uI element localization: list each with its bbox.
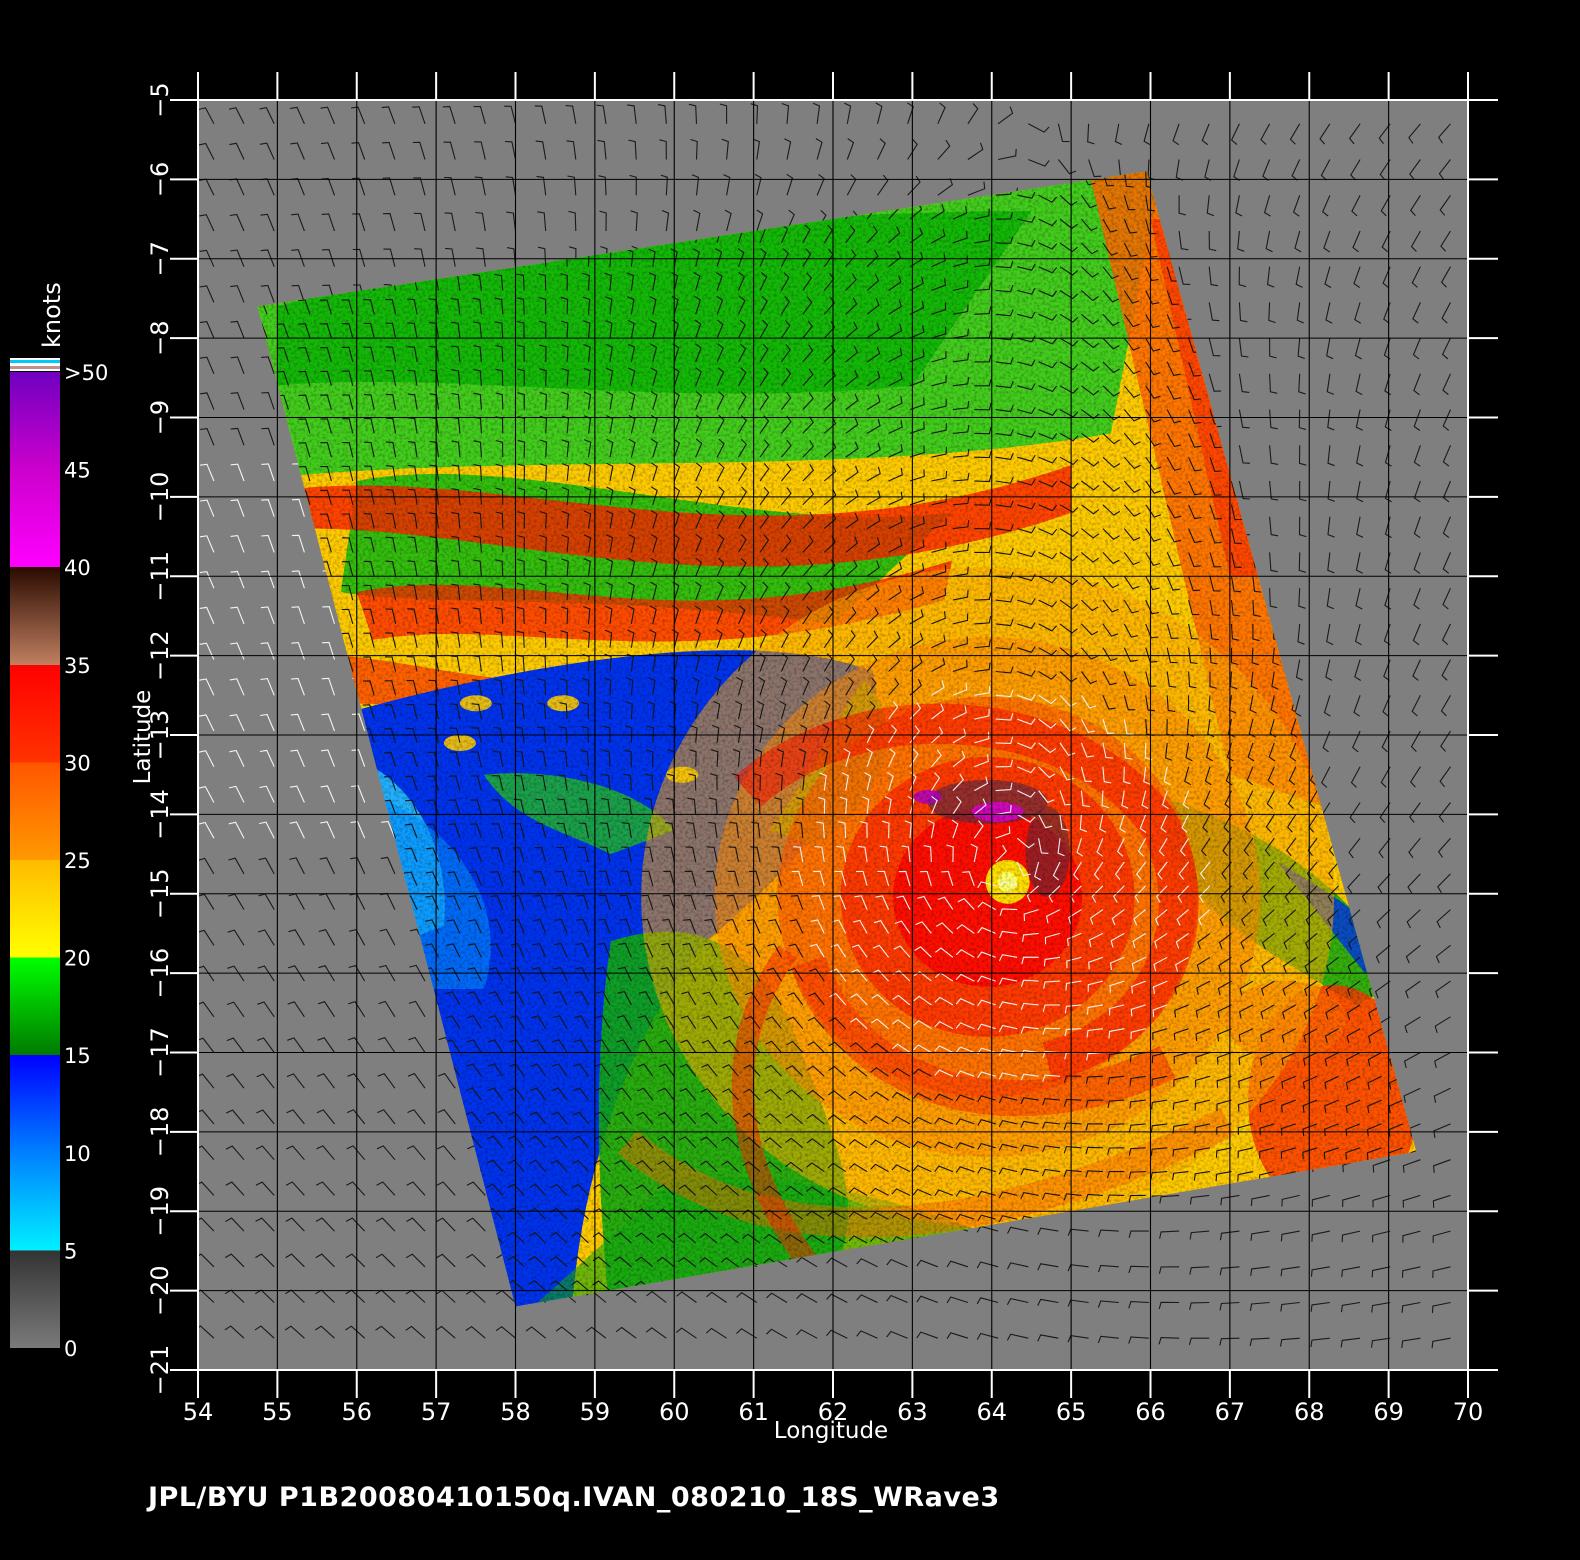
colorbar-units-label: knots (38, 282, 66, 348)
x-tick-label: 58 (500, 1398, 531, 1426)
x-tick-label: 69 (1373, 1398, 1404, 1426)
y-axis-ticks (170, 99, 1498, 1371)
y-tick-label: −9 (146, 400, 174, 435)
y-tick-label: −16 (146, 948, 174, 999)
y-tick-label: −11 (146, 551, 174, 602)
y-tick-label: −13 (146, 710, 174, 761)
colorbar-cap (10, 358, 60, 371)
y-tick-label: −10 (146, 472, 174, 523)
y-axis-label: Latitude (130, 690, 156, 785)
x-tick-label: 59 (580, 1398, 611, 1426)
colorbar: >50 45 40 35 30 25 20 15 10 5 0 knots (10, 282, 108, 1361)
y-tick-label: −12 (146, 630, 174, 681)
y-tick-label: −17 (146, 1027, 174, 1078)
colorbar-gradient (10, 372, 60, 1348)
colorbar-tick-label: 25 (64, 849, 91, 873)
x-tick-label: 67 (1215, 1398, 1246, 1426)
colorbar-tick-label: >50 (64, 361, 108, 385)
colorbar-tick-label: 45 (64, 459, 91, 483)
y-tick-label: −14 (146, 789, 174, 840)
y-tick-label: −15 (146, 868, 174, 919)
x-tick-label: 65 (1056, 1398, 1087, 1426)
x-tick-label: 55 (262, 1398, 293, 1426)
y-axis-tick-labels: −5 −6 −7 −8 −9 −10 −11 −12 −13 −14 −15 −16 −17 −18 −19… (146, 82, 174, 1395)
y-tick-label: −6 (146, 162, 174, 197)
x-tick-label: 60 (659, 1398, 690, 1426)
colorbar-tick-label: 35 (64, 654, 91, 678)
y-tick-label: −8 (146, 320, 174, 355)
x-tick-label: 68 (1294, 1398, 1325, 1426)
x-tick-label: 66 (1135, 1398, 1166, 1426)
x-tick-label: 70 (1453, 1398, 1484, 1426)
x-axis-ticks (197, 72, 1469, 1398)
y-tick-label: −5 (146, 82, 174, 117)
colorbar-tick-label: 30 (64, 751, 91, 775)
colorbar-tick-label: 20 (64, 947, 91, 971)
y-tick-label: −20 (146, 1265, 174, 1316)
x-tick-label: 63 (897, 1398, 928, 1426)
x-tick-label: 54 (183, 1398, 214, 1426)
colorbar-tick-label: 40 (64, 556, 91, 580)
x-axis-label: Longitude (774, 1418, 888, 1444)
colorbar-tick-label: 5 (64, 1239, 77, 1263)
x-tick-label: 62 (818, 1398, 849, 1426)
y-tick-label: −19 (146, 1186, 174, 1237)
x-tick-label: 64 (976, 1398, 1007, 1426)
y-tick-label: −18 (146, 1107, 174, 1158)
credit-line: JPL/BYU P1B20080410150q.IVAN_080210_18S_… (148, 1482, 1000, 1513)
x-axis-tick-labels: 54 55 56 57 58 59 60 61 62 63 64 65 66 67 68 69 70 (183, 1398, 1484, 1426)
x-tick-label: 61 (738, 1398, 769, 1426)
x-tick-label: 56 (341, 1398, 372, 1426)
y-tick-label: −21 (146, 1345, 174, 1396)
colorbar-tick-label: 15 (64, 1044, 91, 1068)
y-tick-label: −7 (146, 241, 174, 276)
colorbar-tick-label: 10 (64, 1142, 91, 1166)
colorbar-tick-label: 0 (64, 1337, 77, 1361)
x-tick-label: 57 (421, 1398, 452, 1426)
colorbar-tick-labels: >50 45 40 35 30 25 20 15 10 5 0 (64, 361, 108, 1361)
